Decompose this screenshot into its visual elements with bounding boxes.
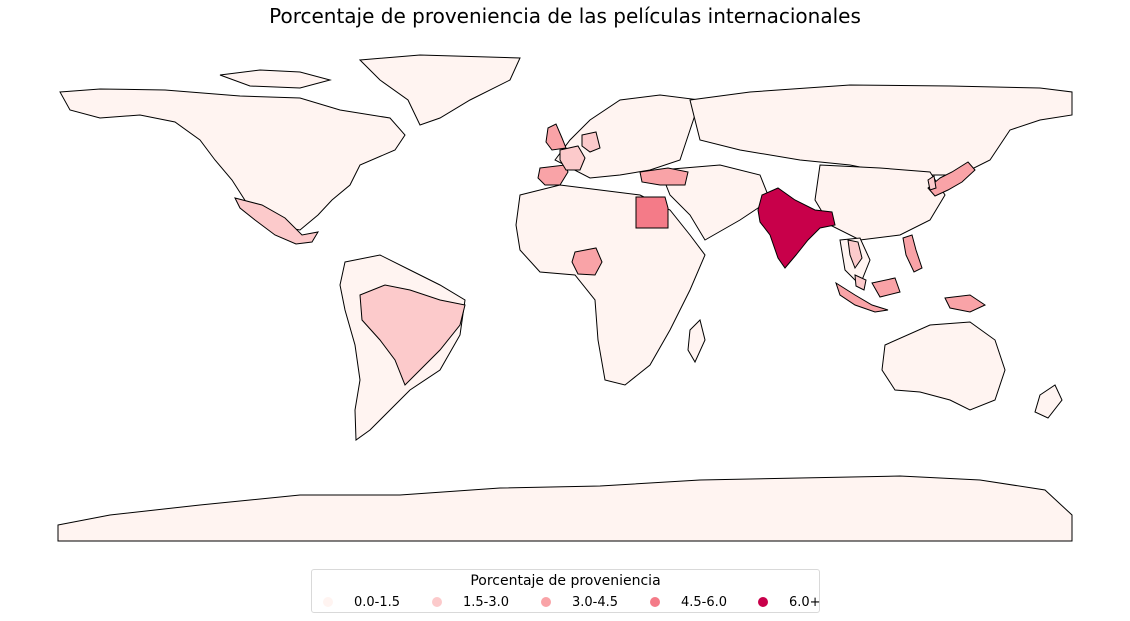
region-turkey — [639, 167, 689, 186]
region-greenland — [358, 54, 521, 126]
legend-label: 0.0-1.5 — [354, 594, 401, 610]
region-brazil — [359, 284, 466, 386]
legend-swatch — [432, 597, 442, 607]
region-mexico — [234, 197, 320, 245]
legend-swatch — [323, 597, 333, 607]
legend-item-bin-3: 3.0-4.5 — [541, 594, 618, 610]
region-middle-east — [659, 164, 771, 241]
legend-swatch — [758, 597, 768, 607]
legend-item-bin-1: 0.0-1.5 — [323, 594, 400, 610]
legend-label: 6.0+ — [789, 594, 821, 610]
region-africa — [515, 184, 706, 386]
region-nigeria — [571, 247, 603, 276]
region-united-kingdom — [545, 123, 567, 151]
region-spain — [537, 164, 569, 186]
region-new-zealand — [1034, 384, 1063, 419]
legend-item-bin-4: 4.5-6.0 — [650, 594, 727, 610]
legend-swatch — [541, 597, 551, 607]
region-east-asia — [814, 164, 946, 241]
legend-title: Porcentaje de proveniencia — [470, 573, 661, 589]
region-north-asia — [689, 84, 1073, 176]
highlighted-countries — [234, 123, 987, 386]
region-malaysia — [854, 274, 867, 291]
region-france — [559, 145, 586, 171]
region-germany — [581, 131, 601, 153]
land-base — [57, 54, 1073, 542]
region-arctic-islands — [219, 69, 332, 89]
region-thailand — [847, 239, 863, 270]
region-japan — [927, 161, 976, 197]
region-indonesia — [835, 277, 987, 313]
region-antarctica — [57, 475, 1073, 542]
legend-item-bin-2: 1.5-3.0 — [432, 594, 509, 610]
region-australia — [881, 321, 1006, 411]
legend-item-bin-5: 6.0+ — [758, 594, 821, 610]
region-egypt — [635, 196, 669, 229]
legend-label: 3.0-4.5 — [572, 594, 619, 610]
map-title: Porcentaje de proveniencia de las pelícu… — [269, 4, 861, 28]
map-legend: Porcentaje de proveniencia 0.0-1.5 1.5-3… — [311, 569, 821, 613]
legend-label: 1.5-3.0 — [463, 594, 510, 610]
region-north-america — [59, 88, 406, 231]
legend-label: 4.5-6.0 — [681, 594, 728, 610]
region-india — [757, 187, 836, 269]
region-south-korea — [927, 175, 937, 191]
legend-swatch — [650, 597, 660, 607]
region-madagascar — [687, 319, 706, 364]
region-philippines — [902, 234, 923, 273]
